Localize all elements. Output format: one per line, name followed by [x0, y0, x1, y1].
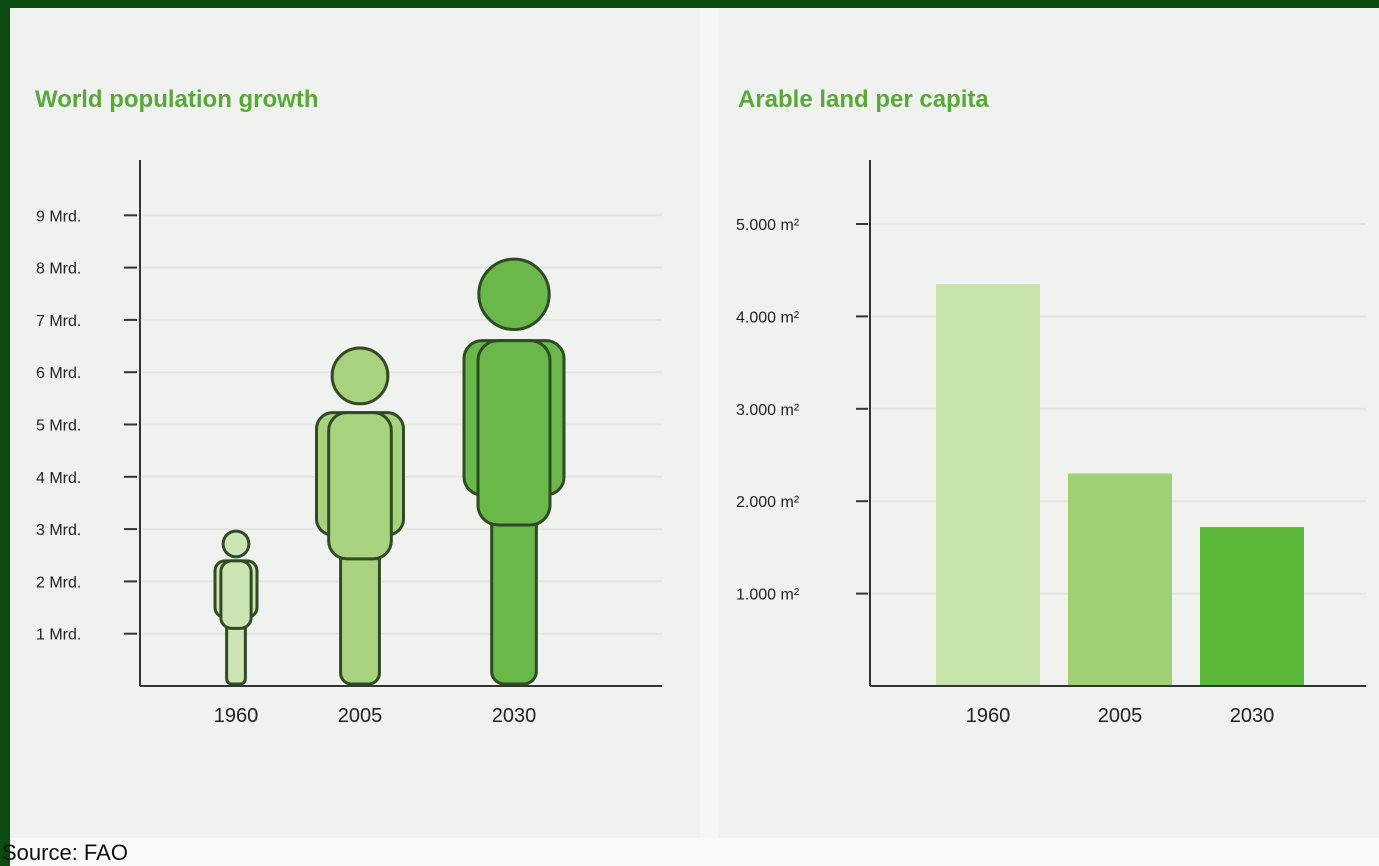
y-tick-label: 5.000 m²: [736, 217, 800, 234]
population-x-labels: 1960 2005 2030: [214, 705, 537, 727]
y-tick-label: 2 Mrd.: [36, 574, 81, 591]
figure-torso: [476, 339, 552, 527]
x-tick-label: 2030: [1230, 705, 1275, 727]
y-tick-label: 3.000 m²: [736, 402, 800, 419]
y-tick-label: 5 Mrd.: [36, 418, 81, 435]
population-figure: [213, 529, 259, 686]
arable-land-x-labels: 1960 2005 2030: [966, 705, 1275, 727]
x-tick-label: 1960: [966, 705, 1011, 727]
y-tick-label: 9 Mrd.: [36, 208, 81, 225]
arable-land-chart-title: Arable land per capita: [738, 86, 989, 113]
y-tick-label: 1.000 m²: [736, 587, 800, 604]
arable-land-chart: Arable land per capita 1.000 m² 2.000 m² 3…: [736, 86, 1366, 727]
y-tick-label: 7 Mrd.: [36, 313, 81, 330]
figure-legs: [339, 537, 381, 686]
x-tick-label: 2030: [492, 705, 537, 727]
arable-land-bar: [936, 284, 1040, 685]
arable-land-y-ticks: 1.000 m² 2.000 m² 3.000 m² 4.000 m² 5.000 m²: [736, 217, 868, 604]
x-tick-label: 2005: [338, 705, 383, 727]
arable-land-bar: [1200, 527, 1304, 685]
panel-divider: [700, 8, 718, 838]
arable-land-bars: [936, 284, 1304, 685]
figure-torso: [219, 559, 253, 630]
figure-legs: [490, 503, 538, 686]
population-y-ticks: 1 Mrd. 2 Mrd. 3 Mrd. 4 Mrd. 5 Mrd. 6 Mrd. 7 Mr…: [36, 208, 137, 644]
figure-frame: [10, 8, 1379, 866]
figure-head: [477, 257, 551, 331]
y-tick-label: 8 Mrd.: [36, 261, 81, 278]
y-tick-label: 6 Mrd.: [36, 365, 81, 382]
population-figure: [462, 257, 566, 686]
population-chart-title: World population growth: [35, 86, 319, 113]
x-tick-label: 2005: [1098, 705, 1143, 727]
figure-head: [330, 346, 390, 406]
figure-torso: [327, 411, 393, 561]
population-figures: [213, 257, 566, 686]
y-tick-label: 4 Mrd.: [36, 470, 81, 487]
y-tick-label: 2.000 m²: [736, 494, 800, 511]
arable-land-bar: [1068, 473, 1172, 685]
population-figure: [315, 346, 405, 686]
y-tick-label: 4.000 m²: [736, 309, 800, 326]
population-chart: World population growth 1 Mrd. 2 Mrd. 3 Mr…: [35, 86, 662, 727]
y-tick-label: 1 Mrd.: [36, 627, 81, 644]
source-note: Source: FAO: [2, 840, 128, 865]
y-tick-label: 3 Mrd.: [36, 522, 81, 539]
figure-head: [221, 529, 251, 559]
footer-strip: [10, 838, 1379, 866]
x-tick-label: 1960: [214, 705, 259, 727]
